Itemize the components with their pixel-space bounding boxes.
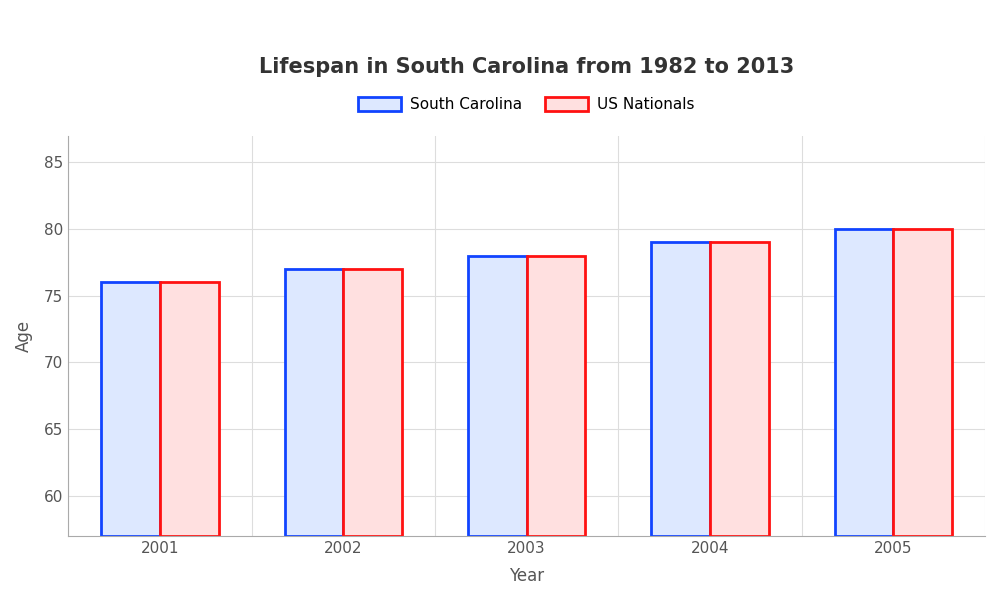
Bar <box>468 256 527 536</box>
Y-axis label: Age: Age <box>15 320 33 352</box>
Bar <box>527 256 585 536</box>
Bar <box>893 229 952 536</box>
Bar <box>651 242 710 536</box>
Bar <box>285 269 343 536</box>
Bar <box>160 283 219 536</box>
Bar <box>835 229 893 536</box>
Title: Lifespan in South Carolina from 1982 to 2013: Lifespan in South Carolina from 1982 to … <box>259 57 794 77</box>
Legend: South Carolina, US Nationals: South Carolina, US Nationals <box>352 91 701 118</box>
Bar <box>101 283 160 536</box>
X-axis label: Year: Year <box>509 567 544 585</box>
Bar <box>343 269 402 536</box>
Bar <box>710 242 769 536</box>
